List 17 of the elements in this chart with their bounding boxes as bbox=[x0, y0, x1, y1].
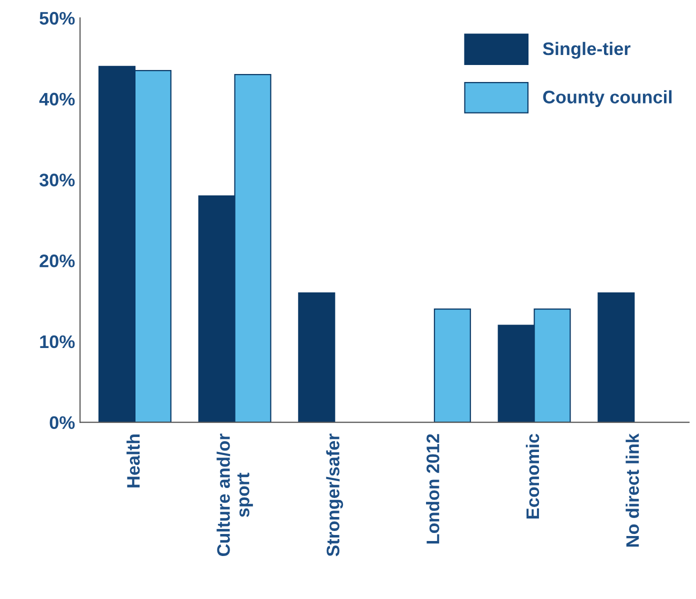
y-tick-label: 50% bbox=[40, 12, 75, 25]
y-tick-label: 0% bbox=[50, 416, 75, 430]
y-tick-label: 30% bbox=[39, 174, 75, 186]
x-tick-label: London 2012 bbox=[426, 434, 440, 544]
legend-label: Single-tier bbox=[542, 42, 630, 59]
y-tick-label: 20% bbox=[40, 254, 75, 268]
y-tick-label: 40% bbox=[39, 92, 75, 106]
bar bbox=[598, 292, 635, 422]
x-tick-label: Health bbox=[126, 434, 140, 488]
x-tick-label: No direct link bbox=[626, 433, 639, 547]
legend-label: County council bbox=[543, 90, 672, 108]
x-tick-label: Culture and/or sport bbox=[216, 434, 253, 556]
y-tick-label: 10% bbox=[40, 335, 75, 348]
x-tick-label: Stronger/safer bbox=[326, 434, 344, 556]
bar bbox=[298, 292, 336, 422]
bar bbox=[434, 308, 471, 422]
x-tick-label: Economic bbox=[526, 434, 540, 518]
